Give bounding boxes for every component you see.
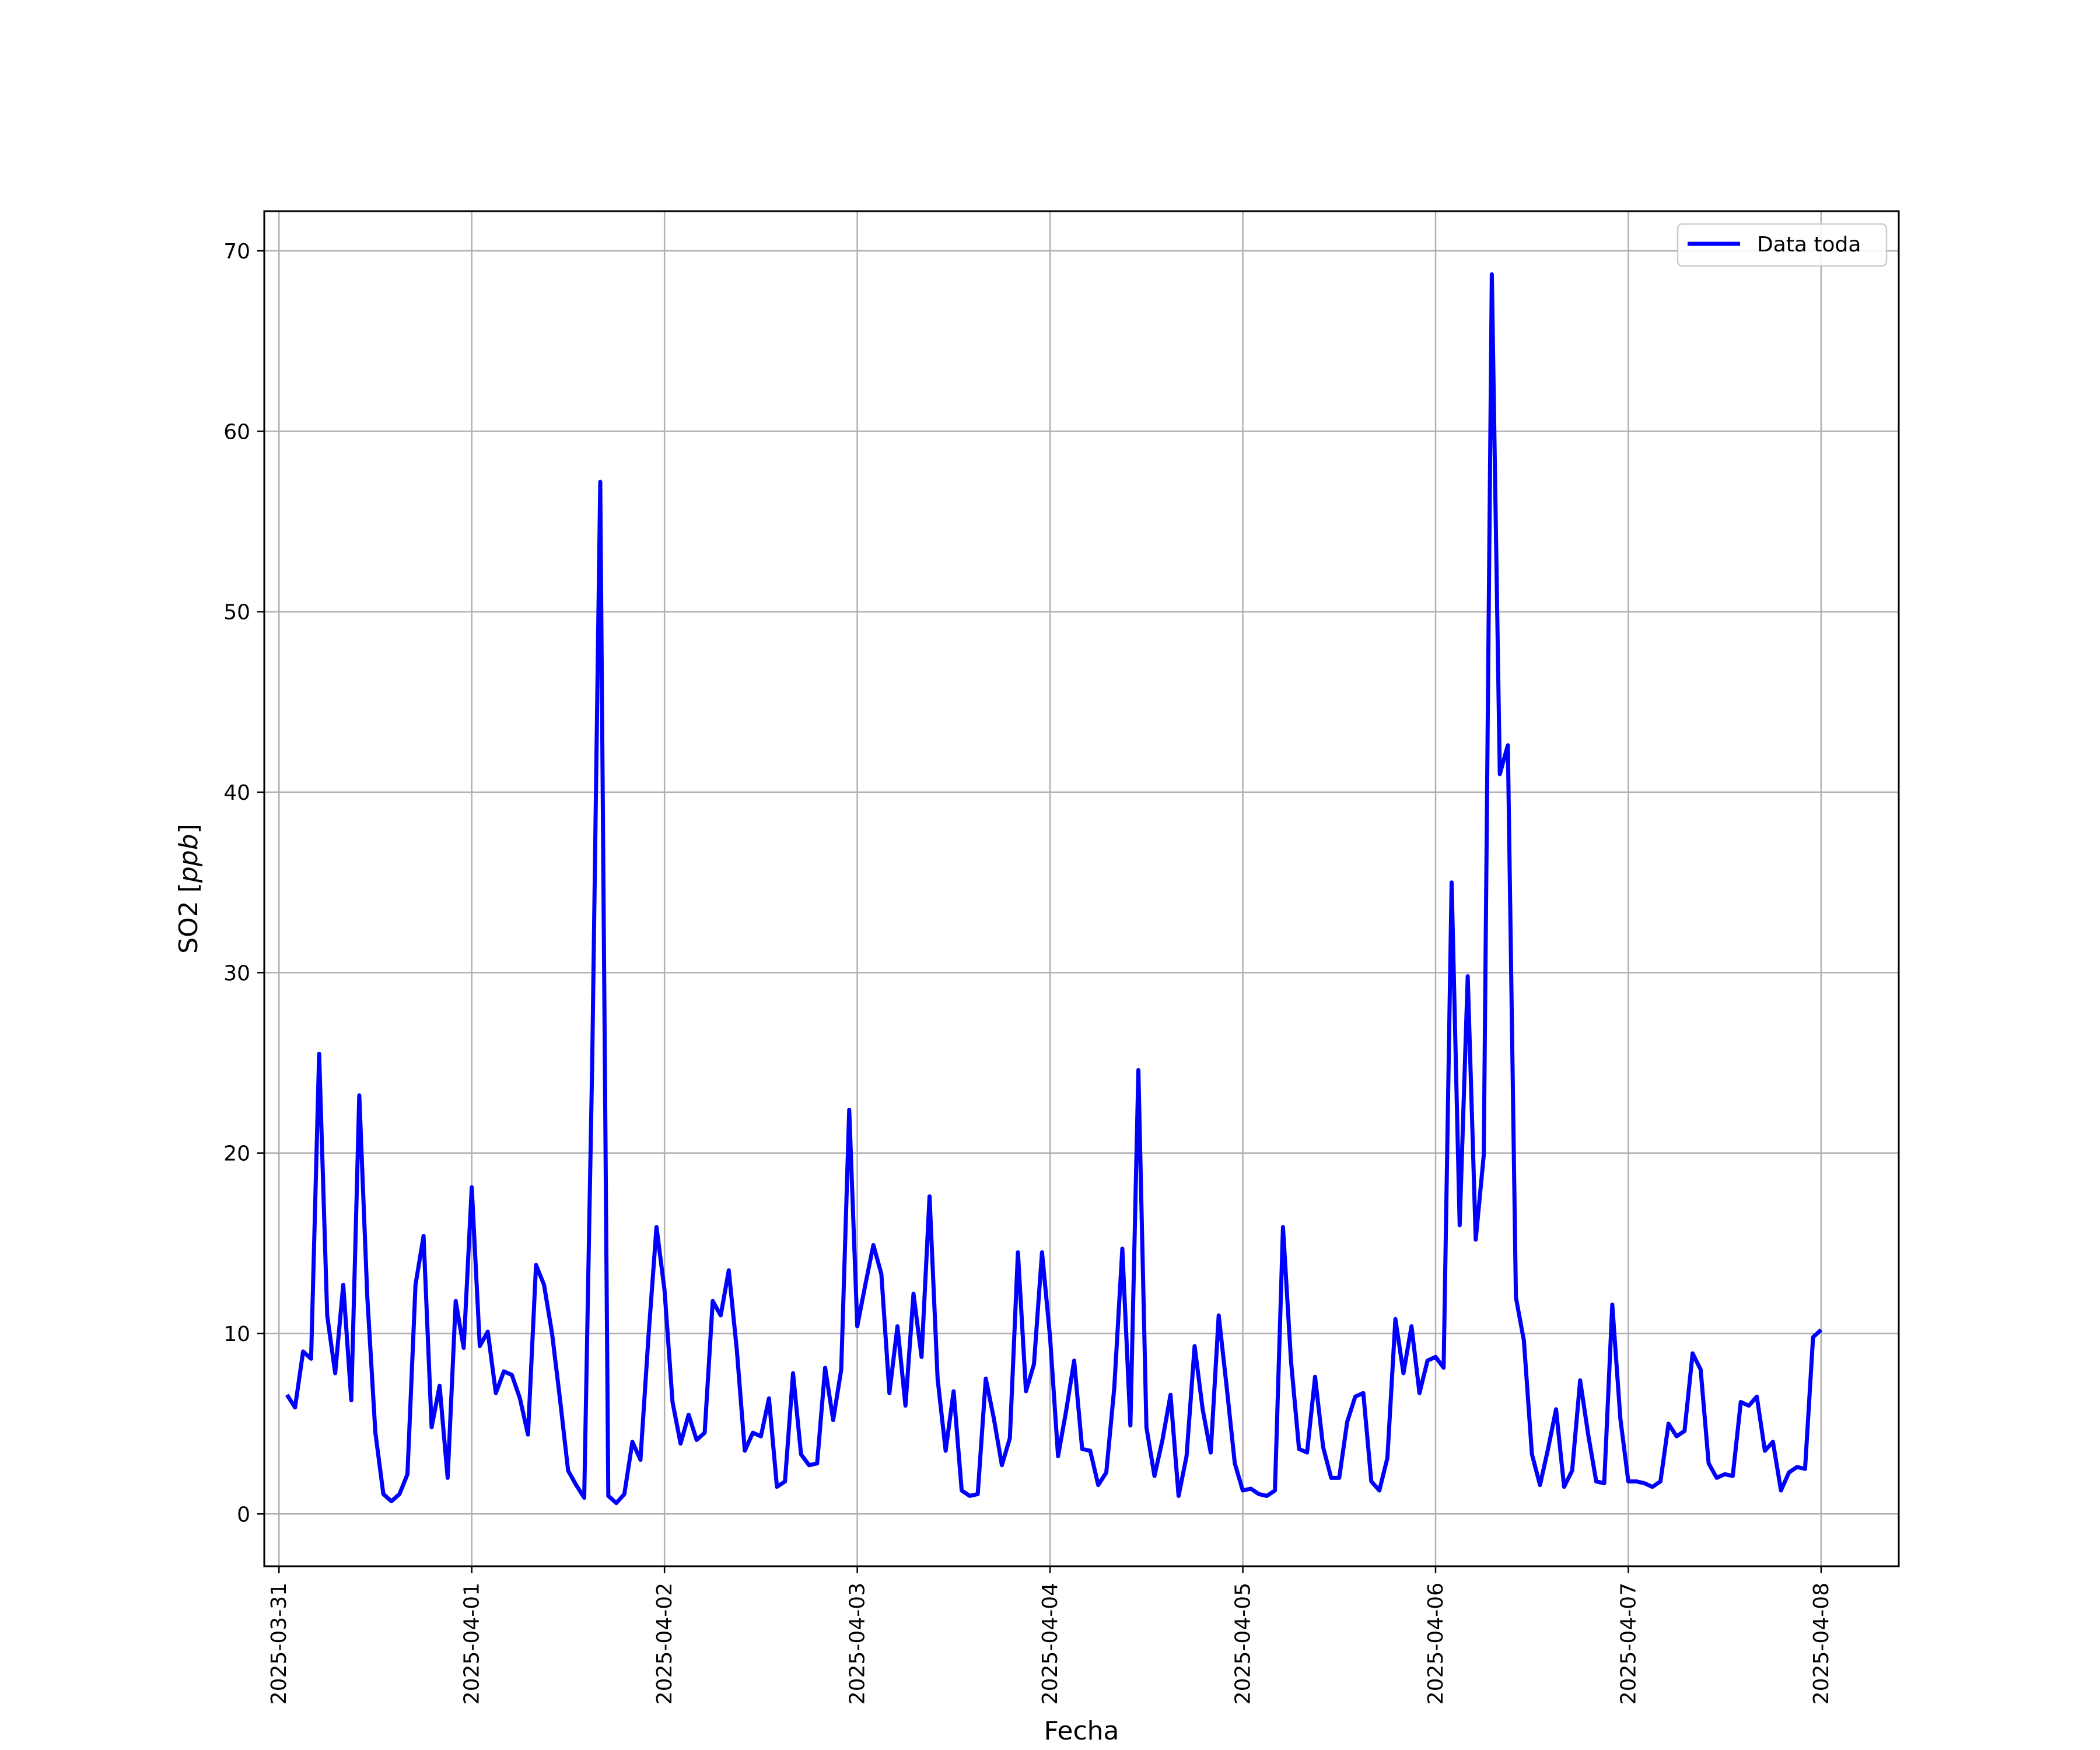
x-tick-label: 2025-03-31 [267,1583,291,1704]
y-tick-label: 0 [237,1503,250,1527]
x-tick-label: 2025-04-04 [1038,1583,1062,1704]
legend: Data toda [1676,223,1888,267]
x-tick-label: 2025-04-03 [846,1583,870,1704]
y-axis-label: SO2 [ppb] [174,824,204,954]
y-tick-label: 10 [223,1322,250,1346]
legend-box [1676,223,1888,267]
grid-lines [264,211,1899,1566]
x-axis: 2025-03-31 2025-04-01 2025-04-02 2025-04-03… [267,1566,1833,1704]
x-tick-label: 2025-04-08 [1810,1583,1833,1704]
x-axis-label: Fecha [1044,1716,1119,1746]
y-tick-label: 70 [223,240,250,264]
x-tick-label: 2025-04-07 [1616,1583,1640,1704]
legend-label: Data toda [1757,233,1861,257]
y-tick-label: 50 [223,601,250,625]
plot-frame [263,210,1900,1567]
y-tick-label: 40 [223,781,250,805]
x-tick-label: 2025-04-05 [1231,1583,1255,1704]
x-tick-label: 2025-04-02 [653,1583,677,1704]
series-line-data-toda [285,272,1823,1506]
y-tick-label: 60 [223,420,250,444]
x-tick-label: 2025-04-01 [460,1583,484,1704]
x-tick-label: 2025-04-06 [1424,1583,1448,1704]
y-tick-label: 20 [223,1142,250,1166]
y-axis: 0 10 20 30 40 50 60 70 [223,240,264,1527]
y-tick-label: 30 [223,961,250,985]
